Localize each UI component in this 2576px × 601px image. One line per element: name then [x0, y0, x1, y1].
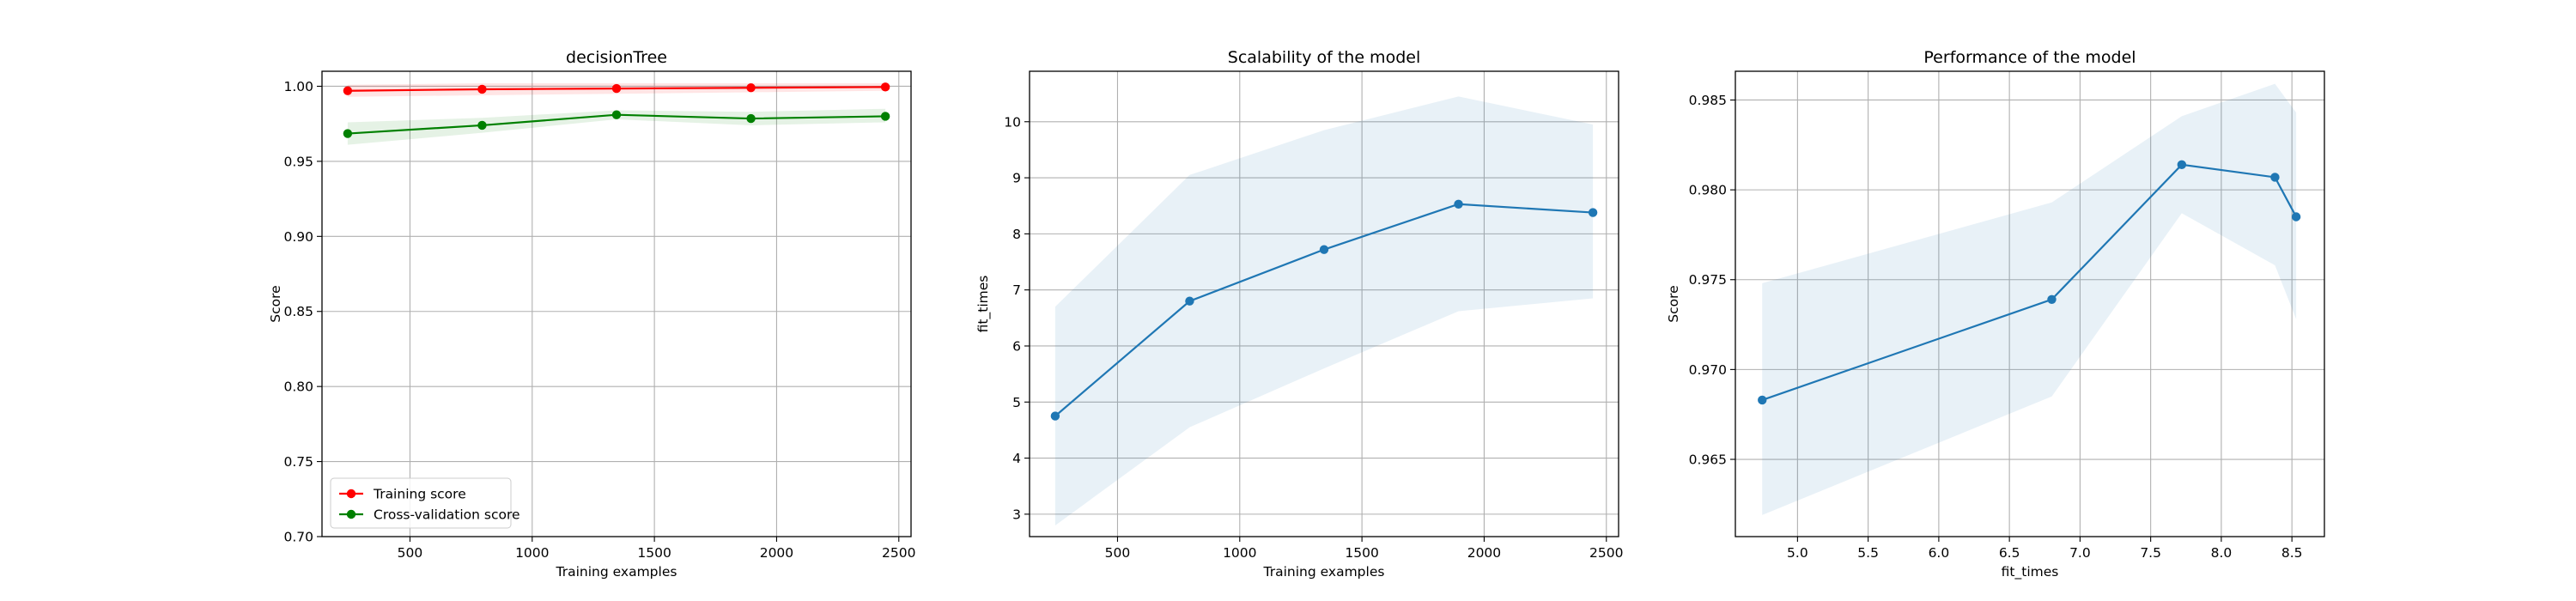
x-axis-label: Training examples	[1263, 564, 1385, 580]
x-tick-label: 8.0	[2211, 545, 2233, 561]
legend-box	[330, 477, 512, 529]
data-point	[880, 112, 890, 121]
x-tick-label: 8.5	[2281, 545, 2303, 561]
y-axis-label: Score	[1666, 285, 1681, 322]
chart-1: 500 1000 1500 2000 2500 0.70 0.75 0.80 0.85 0.90 0…	[268, 48, 915, 580]
y-tick-label: 5	[1012, 395, 1021, 410]
data-point	[2047, 294, 2057, 304]
axes-frame	[1029, 70, 1619, 537]
chart-title: Scalability of the model	[1228, 48, 1420, 67]
data-point	[2291, 212, 2301, 222]
data-point	[1588, 208, 1598, 217]
y-tick-label: 4	[1012, 451, 1021, 466]
y-tick-label: 0.85	[283, 304, 313, 319]
data-point	[2270, 173, 2280, 182]
y-tick-label: 8	[1012, 227, 1021, 242]
chart-2: 500 1000 1500 2000 2500 3 4 5 6 7 8 9 10 Scalability …	[975, 48, 1623, 580]
y-axis-label: fit_times	[975, 276, 992, 333]
legend-label: Cross-validation score	[374, 507, 520, 523]
legend-label: Training score	[373, 487, 466, 502]
data-point	[343, 129, 353, 138]
legend-swatch-marker	[346, 509, 356, 519]
y-tick-label: 7	[1012, 282, 1021, 298]
y-tick-label: 3	[1012, 507, 1021, 522]
data-point	[477, 84, 487, 94]
data-point	[343, 86, 353, 95]
data-point	[477, 120, 487, 131]
y-tick-label: 0.75	[283, 454, 313, 470]
y-tick-label: 0.975	[1689, 272, 1727, 288]
data-point	[1319, 245, 1329, 254]
y-tick-label: 6	[1012, 338, 1021, 354]
data-point	[1758, 395, 1767, 405]
data-point	[746, 83, 756, 93]
x-tick-label: 6.5	[1999, 545, 2020, 561]
x-tick-label: 2500	[1589, 545, 1623, 561]
chart-3: 5.0 5.5 6.0 6.5 7.0 7.5 8.0 8.5 0.965 0.970 0.975 0…	[1666, 48, 2325, 580]
x-tick-label: 500	[1105, 545, 1131, 561]
x-tick-label: 5.5	[1857, 545, 1879, 561]
data-point	[611, 110, 622, 119]
data-point	[2177, 160, 2187, 170]
data-point	[880, 82, 890, 92]
data-point	[1185, 296, 1194, 306]
data-point	[746, 113, 756, 124]
x-tick-label: 2000	[1467, 545, 1501, 561]
x-tick-label: 5.0	[1787, 545, 1808, 561]
y-tick-label: 0.980	[1689, 183, 1727, 198]
y-tick-label: 0.965	[1689, 452, 1727, 468]
data-point	[611, 83, 622, 94]
x-tick-label: 500	[398, 545, 423, 561]
y-tick-label: 0.985	[1689, 93, 1727, 108]
chart-title: Performance of the model	[1923, 48, 2136, 67]
x-axis-label: fit_times	[2002, 564, 2059, 580]
data-point	[1050, 411, 1060, 421]
x-tick-label: 1500	[1345, 545, 1378, 561]
axes-frame	[321, 70, 912, 537]
y-tick-label: 0.70	[283, 530, 313, 545]
x-tick-label: 1500	[637, 545, 671, 561]
y-tick-label: 0.970	[1689, 362, 1727, 378]
x-tick-label: 7.5	[2140, 545, 2161, 561]
axes-frame	[1735, 70, 2325, 537]
x-tick-label: 2500	[882, 545, 915, 561]
y-tick-label: 0.80	[283, 379, 313, 395]
x-tick-label: 7.0	[2069, 545, 2091, 561]
legend: Training score Cross-validation score	[330, 477, 520, 529]
confidence-band	[1054, 96, 1594, 525]
confidence-band	[1762, 83, 2297, 515]
legend-swatch-marker	[346, 489, 356, 499]
y-tick-label: 10	[1004, 114, 1021, 130]
y-tick-label: 1.00	[283, 79, 313, 94]
y-tick-label: 0.90	[283, 229, 313, 245]
x-tick-label: 1000	[515, 545, 549, 561]
chart-title: decisionTree	[566, 48, 667, 67]
y-tick-label: 9	[1012, 171, 1021, 186]
x-axis-label: Training examples	[556, 564, 677, 580]
y-axis-label: Score	[268, 285, 283, 322]
data-point	[1454, 199, 1463, 209]
x-tick-label: 2000	[760, 545, 793, 561]
x-tick-label: 6.0	[1929, 545, 1950, 561]
x-tick-label: 1000	[1223, 545, 1256, 561]
y-tick-label: 0.95	[283, 154, 313, 169]
